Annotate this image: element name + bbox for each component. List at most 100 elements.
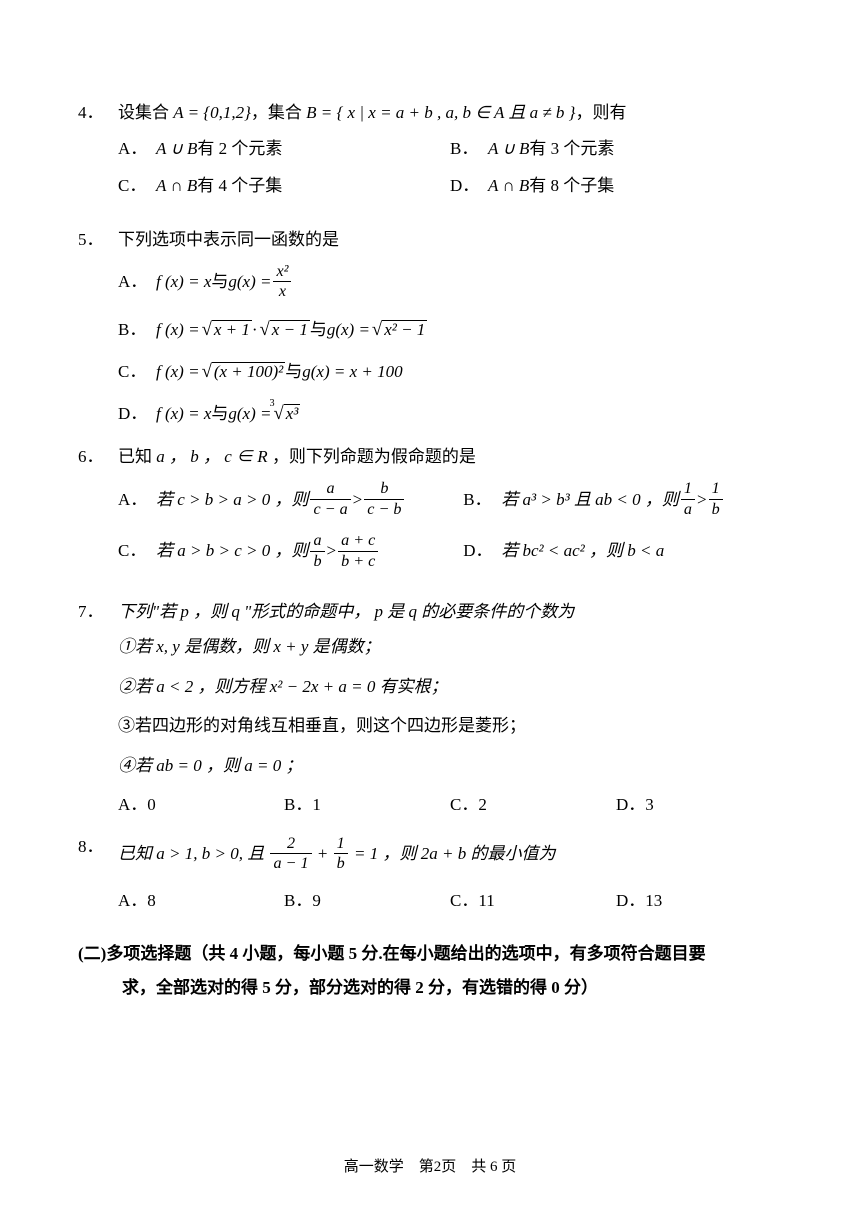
opt-label: D． xyxy=(118,401,156,427)
yu: 与 xyxy=(211,401,228,427)
q4-setB: B = { x | x = a + b , a, b ∈ A 且 a ≠ b } xyxy=(306,103,575,122)
q7-optA: A．0 xyxy=(118,792,284,818)
section2-line2: 求，全部选对的得 5 分，部分选对的得 2 分，有选错的得 0 分） xyxy=(78,971,782,1005)
q4-optA-expr: A ∪ B xyxy=(156,136,197,162)
numerator: 2 xyxy=(270,834,311,854)
radicand: x³ xyxy=(284,404,301,424)
q6-post: ，则下列命题为假命题的是 xyxy=(268,447,476,466)
plus: + xyxy=(318,844,332,863)
q4-mid: ，集合 xyxy=(251,103,306,122)
q8-optD: D．13 xyxy=(616,888,782,914)
q5-optD: D． f (x) = x 与 g(x) = 3x³ xyxy=(118,400,782,428)
opt-label: B． xyxy=(450,136,488,162)
sqrt: (x + 100)² xyxy=(200,358,286,386)
q6-pre: 已知 xyxy=(118,447,156,466)
q6-text: 已知 a ， b ， c ∈ R ，则下列命题为假命题的是 xyxy=(118,444,782,470)
gt: > xyxy=(353,487,363,513)
q4-optC-expr: A ∩ B xyxy=(156,173,197,199)
q6D-text: 若 bc² < ac² ，则 b < a xyxy=(501,538,664,564)
opt-label: A． xyxy=(118,269,156,295)
q7-optB: B．1 xyxy=(284,792,450,818)
q8-pre: 已知 a > 1, b > 0, 且 xyxy=(118,844,268,863)
q6C-cond: 若 a > b > c > 0 ，则 xyxy=(156,538,308,564)
opt-label: B． xyxy=(463,487,501,513)
q6-vars: a ， b ， c ∈ R xyxy=(156,447,267,466)
q8-number: 8． xyxy=(78,834,118,874)
opt-label: D． xyxy=(463,538,501,564)
q7-s3: ③若四边形的对角线互相垂直，则这个四边形是菱形； xyxy=(118,713,782,739)
q6-optA: A． 若 c > b > a > 0 ，则 ac − a > bc − b xyxy=(118,479,463,519)
q5-optB: B． f (x) = x + 1 · x − 1 与 g(x) = x² − 1 xyxy=(118,316,782,344)
fraction: 1b xyxy=(709,479,723,519)
q5-number: 5． xyxy=(78,227,118,253)
section-2-title: (二)多项选择题（共 4 小题，每小题 5 分.在每小题给出的选项中，有多项符合… xyxy=(78,937,782,1005)
q7-optD: D．3 xyxy=(616,792,782,818)
q8-text: 已知 a > 1, b > 0, 且 2a − 1 + 1b = 1 ，则 2a… xyxy=(118,834,782,874)
q5D-g: g(x) = xyxy=(228,401,271,427)
q4-optB-expr: A ∪ B xyxy=(488,136,529,162)
denominator: a xyxy=(681,500,695,519)
opt-label: B． xyxy=(118,317,156,343)
q4-stem: 4． 设集合 A = {0,1,2}，集合 B = { x | x = a + … xyxy=(78,100,782,126)
fraction: bc − b xyxy=(364,479,404,519)
q6-optD: D． 若 bc² < ac² ，则 b < a xyxy=(463,531,782,571)
q5-options: A． f (x) = x 与 g(x) = x²x B． f (x) = x +… xyxy=(78,262,782,428)
yu: 与 xyxy=(285,359,302,385)
q4-options: A．A ∪ B 有 2 个元素 B．A ∪ B 有 3 个元素 C．A ∩ B … xyxy=(78,136,782,211)
q5D-f: f (x) = x xyxy=(156,401,211,427)
question-5: 5． 下列选项中表示同一函数的是 A． f (x) = x 与 g(x) = x… xyxy=(78,227,782,428)
sqrt: x − 1 xyxy=(258,316,310,344)
fraction: x²x xyxy=(273,262,291,302)
question-6: 6． 已知 a ， b ， c ∈ R ，则下列命题为假命题的是 A． 若 c … xyxy=(78,444,782,583)
q5-stem: 5． 下列选项中表示同一函数的是 xyxy=(78,227,782,253)
q7-optC: C．2 xyxy=(450,792,616,818)
q7-number: 7． xyxy=(78,599,118,625)
q7-options: A．0 B．1 C．2 D．3 xyxy=(78,792,782,818)
q4-suf: ，则有 xyxy=(575,103,626,122)
q4-number: 4． xyxy=(78,100,118,126)
q4-optA-txt: 有 2 个元素 xyxy=(197,136,282,162)
q4-optB-txt: 有 3 个元素 xyxy=(529,136,614,162)
fraction: 2a − 1 xyxy=(270,834,311,874)
q6-options: A． 若 c > b > a > 0 ，则 ac − a > bc − b B．… xyxy=(78,479,782,583)
denominator: x xyxy=(273,282,291,301)
denominator: c − b xyxy=(364,500,404,519)
sqrt: x² − 1 xyxy=(370,316,427,344)
q5-text: 下列选项中表示同一函数的是 xyxy=(118,227,782,253)
q5A-f: f (x) = x xyxy=(156,269,211,295)
numerator: a xyxy=(310,479,350,499)
q8-optA: A．8 xyxy=(118,888,284,914)
q7-s4: ④若 ab = 0 ，则 a = 0 ； xyxy=(118,753,782,779)
sqrt: x + 1 xyxy=(200,316,252,344)
q4-optD-txt: 有 8 个子集 xyxy=(529,173,614,199)
eq: = 1 xyxy=(354,844,378,863)
page-footer: 高一数学 第2页 共 6 页 xyxy=(0,1156,860,1179)
numerator: a xyxy=(310,531,324,551)
q8-optB: B．9 xyxy=(284,888,450,914)
numerator: a + c xyxy=(338,531,378,551)
numerator: 1 xyxy=(681,479,695,499)
cbrt: 3x³ xyxy=(271,400,300,428)
q5A-g: g(x) = xyxy=(228,269,271,295)
q4-setA: A = {0,1,2} xyxy=(173,103,251,122)
q5-optA: A． f (x) = x 与 g(x) = x²x xyxy=(118,262,782,302)
denominator: b xyxy=(310,552,324,571)
q5-optC: C． f (x) = (x + 100)² 与 g(x) = x + 100 xyxy=(118,358,782,386)
q5C-f: f (x) = xyxy=(156,359,200,385)
q5C-g: g(x) = x + 100 xyxy=(302,359,402,385)
q6A-cond: 若 c > b > a > 0 ，则 xyxy=(156,487,308,513)
gt: > xyxy=(327,538,337,564)
q7-s1: ①若 x, y 是偶数，则 x + y 是偶数； xyxy=(118,634,782,660)
fraction: ab xyxy=(310,531,324,571)
q4-optA: A．A ∪ B 有 2 个元素 xyxy=(118,136,450,162)
section2-line1: (二)多项选择题（共 4 小题，每小题 5 分.在每小题给出的选项中，有多项符合… xyxy=(78,944,706,963)
opt-label: C． xyxy=(118,538,156,564)
question-4: 4． 设集合 A = {0,1,2}，集合 B = { x | x = a + … xyxy=(78,100,782,211)
q6-stem: 6． 已知 a ， b ， c ∈ R ，则下列命题为假命题的是 xyxy=(78,444,782,470)
radicand: x² − 1 xyxy=(382,320,427,340)
q4-optD: D．A ∩ B 有 8 个子集 xyxy=(450,173,782,199)
opt-label: C． xyxy=(118,359,156,385)
radicand: x − 1 xyxy=(270,320,310,340)
radicand: x + 1 xyxy=(212,320,252,340)
denominator: c − a xyxy=(310,500,350,519)
